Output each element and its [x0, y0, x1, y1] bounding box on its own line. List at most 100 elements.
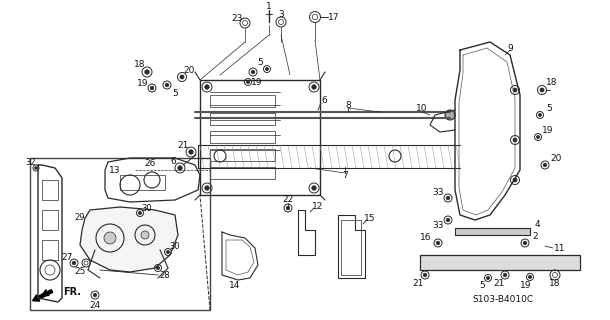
- Text: 5: 5: [257, 58, 263, 67]
- Bar: [455, 228, 530, 235]
- Text: 19: 19: [520, 281, 532, 290]
- Text: 7: 7: [342, 171, 348, 180]
- Text: 5: 5: [546, 103, 552, 113]
- Text: 14: 14: [229, 281, 241, 290]
- Text: 21: 21: [178, 140, 188, 149]
- Circle shape: [150, 86, 154, 90]
- Text: 13: 13: [109, 165, 121, 174]
- Circle shape: [446, 196, 450, 200]
- Text: 1: 1: [266, 2, 272, 11]
- Text: 27: 27: [62, 252, 73, 261]
- Text: 3: 3: [278, 10, 284, 19]
- Text: 5: 5: [479, 282, 485, 291]
- Circle shape: [543, 163, 547, 167]
- Circle shape: [445, 110, 455, 120]
- Text: 18: 18: [546, 77, 558, 86]
- Circle shape: [312, 186, 316, 190]
- Text: 15: 15: [364, 213, 376, 222]
- Text: 26: 26: [145, 158, 156, 167]
- Bar: [200, 80, 320, 195]
- Circle shape: [180, 75, 184, 79]
- Bar: [210, 149, 275, 161]
- Text: 30: 30: [142, 204, 152, 212]
- Bar: [210, 113, 275, 125]
- Text: 6: 6: [170, 156, 176, 165]
- Circle shape: [72, 261, 76, 265]
- Circle shape: [104, 232, 116, 244]
- Text: S103-B4010C: S103-B4010C: [472, 295, 534, 305]
- Circle shape: [178, 166, 182, 170]
- Bar: [120, 175, 165, 190]
- Text: 30: 30: [170, 242, 181, 251]
- Polygon shape: [80, 207, 178, 272]
- Text: FR.: FR.: [63, 287, 81, 297]
- Text: 24: 24: [90, 300, 101, 309]
- Text: 32: 32: [26, 157, 37, 166]
- Text: 18: 18: [549, 279, 561, 289]
- Text: 16: 16: [420, 233, 432, 242]
- Circle shape: [423, 273, 427, 277]
- Bar: [210, 131, 275, 143]
- Text: 20: 20: [184, 66, 195, 75]
- Circle shape: [513, 178, 517, 182]
- Text: 19: 19: [542, 125, 554, 134]
- Text: 20: 20: [550, 154, 562, 163]
- Text: 33: 33: [432, 220, 443, 229]
- Circle shape: [35, 167, 37, 169]
- Circle shape: [265, 68, 268, 71]
- Bar: [30, 158, 210, 310]
- Circle shape: [513, 88, 517, 92]
- Circle shape: [513, 138, 517, 142]
- Text: 11: 11: [554, 244, 565, 252]
- Circle shape: [539, 113, 542, 116]
- Text: 12: 12: [312, 202, 324, 211]
- Circle shape: [246, 80, 249, 84]
- Circle shape: [503, 273, 507, 277]
- Text: 18: 18: [134, 60, 146, 68]
- Text: 10: 10: [416, 103, 428, 113]
- Circle shape: [528, 276, 531, 279]
- Bar: [42, 180, 58, 200]
- Text: 19: 19: [251, 77, 263, 86]
- Circle shape: [540, 88, 544, 92]
- Text: 6: 6: [321, 95, 327, 105]
- Circle shape: [188, 150, 193, 154]
- Circle shape: [141, 231, 149, 239]
- Text: 2: 2: [532, 231, 538, 241]
- Circle shape: [145, 70, 149, 74]
- Circle shape: [205, 186, 209, 190]
- Text: 23: 23: [231, 13, 243, 22]
- Circle shape: [93, 293, 97, 297]
- Text: 5: 5: [172, 89, 178, 98]
- Text: 33: 33: [432, 188, 443, 196]
- Circle shape: [167, 251, 170, 253]
- Text: 17: 17: [328, 12, 340, 21]
- Circle shape: [205, 85, 209, 89]
- FancyArrow shape: [32, 290, 52, 301]
- Circle shape: [165, 83, 169, 87]
- Text: 21: 21: [412, 278, 424, 287]
- Bar: [42, 240, 58, 260]
- Circle shape: [138, 212, 142, 215]
- Bar: [42, 210, 58, 230]
- Circle shape: [156, 267, 160, 269]
- Circle shape: [251, 70, 255, 74]
- Circle shape: [486, 276, 490, 280]
- Bar: [210, 167, 275, 179]
- Circle shape: [536, 135, 540, 139]
- Text: 9: 9: [507, 44, 513, 52]
- Circle shape: [312, 85, 316, 89]
- Text: 28: 28: [160, 270, 170, 279]
- Text: 4: 4: [534, 220, 540, 228]
- Bar: [420, 255, 580, 270]
- Text: 8: 8: [345, 100, 351, 109]
- Circle shape: [446, 218, 450, 222]
- Text: 22: 22: [282, 195, 293, 204]
- Text: 19: 19: [137, 78, 149, 87]
- Circle shape: [523, 241, 527, 245]
- Text: 25: 25: [74, 268, 85, 276]
- Circle shape: [286, 206, 290, 210]
- Text: 29: 29: [75, 212, 85, 221]
- Bar: [341, 220, 361, 275]
- Bar: [210, 95, 275, 107]
